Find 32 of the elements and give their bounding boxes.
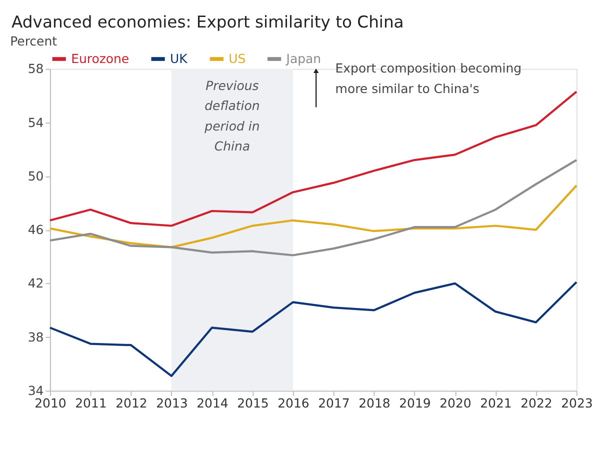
y-tick-label: 46 [28,222,44,238]
y-tick-label: 38 [28,329,44,344]
y-tick-label: 54 [28,114,44,130]
x-tick-label: 2010 [34,396,66,411]
x-tick-label: 2023 [561,396,593,411]
legend-label: Japan [285,50,322,66]
x-tick-label: 2019 [399,396,431,411]
line-series [48,281,578,378]
band-label: Previous deflation period in China [204,78,260,154]
x-tick-label: 2022 [520,396,552,411]
x-tick-label: 2020 [440,396,472,411]
x-tick-label: 2011 [75,396,107,411]
legend-label: UK [170,50,188,66]
x-tick-label: 2015 [237,396,269,411]
y-tick-label: 34 [28,383,44,398]
x-tick-label: 2016 [278,396,310,411]
y-axis-title: Percent [10,33,58,48]
x-tick-label: 2014 [196,396,228,411]
x-tick-label: 2012 [116,396,148,411]
text: Eurozone [71,50,130,66]
x-tick-label: 2017 [318,396,350,411]
y-tick-label: 50 [28,168,44,184]
annotation: Export composition becoming more similar to China's [335,60,522,96]
x-tick-label: 2018 [358,396,390,411]
x-tick-label: 2013 [156,396,188,411]
y-tick-label: 58 [28,61,44,76]
legend-label: US [228,50,246,66]
line-series [48,158,578,256]
chart-title: Advanced economies: Export similarity to China [12,12,404,32]
line-series [48,184,578,248]
y-tick-label: 42 [28,276,44,291]
x-tick-label: 2021 [480,396,512,411]
